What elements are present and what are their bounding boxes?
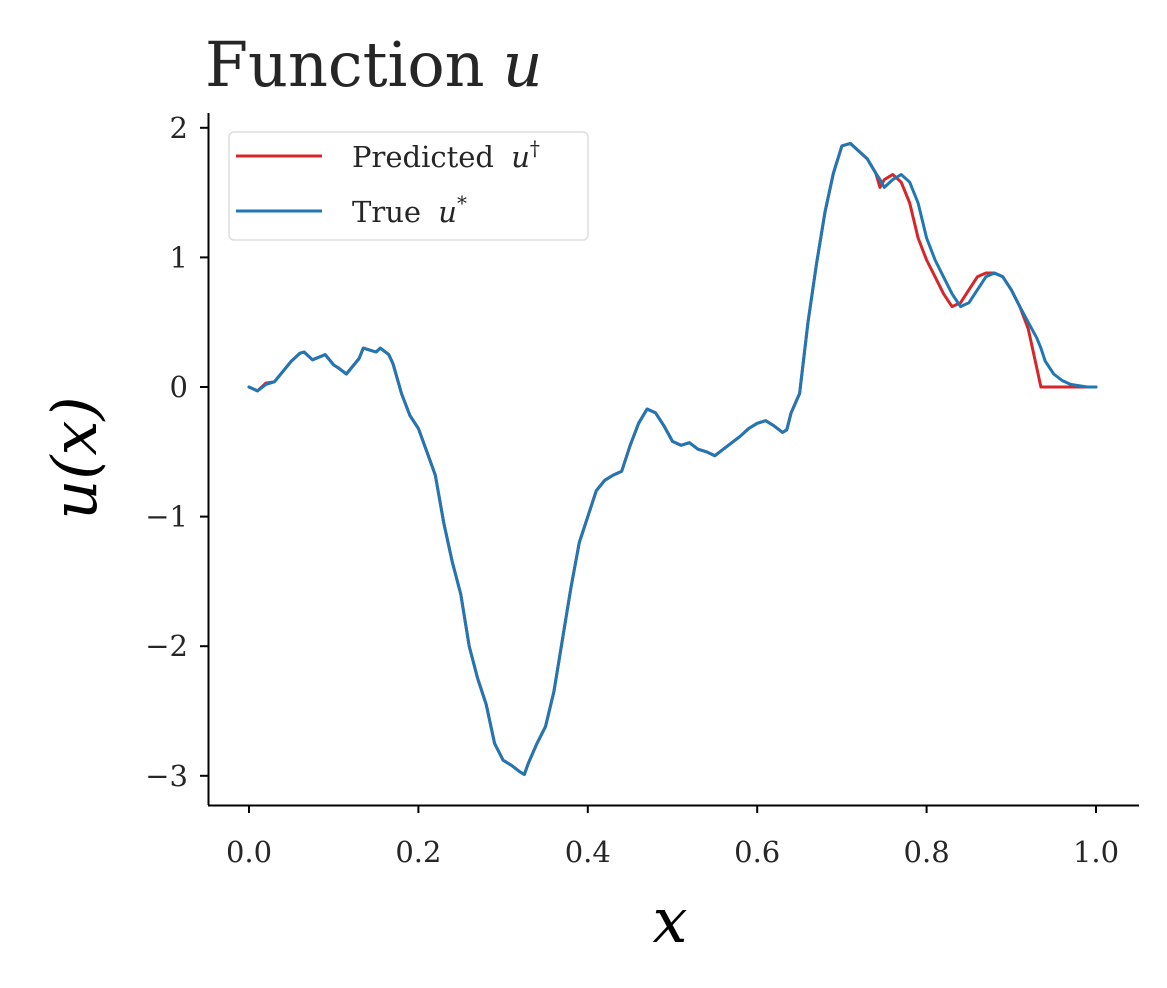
y-tick-label: 2 xyxy=(170,111,188,145)
y-axis-label: u(x) xyxy=(38,396,111,519)
legend-sup-predicted: † xyxy=(530,136,540,160)
legend-var-predicted: u xyxy=(511,140,530,174)
y-tick-label: 1 xyxy=(170,240,188,274)
x-tick-label: 0.4 xyxy=(565,835,611,869)
legend-box xyxy=(228,131,589,241)
x-ticks: 0.0 0.2 0.4 0.6 0.8 1.0 xyxy=(226,805,1119,869)
legend: Predicted u† True u* xyxy=(228,131,589,241)
y-ticks: −3 −2 −1 0 1 2 xyxy=(145,111,208,793)
x-axis-label: x xyxy=(653,884,688,957)
legend-var-true: u xyxy=(438,195,457,229)
y-tick-label: −2 xyxy=(145,629,188,663)
y-tick-label: −1 xyxy=(145,500,188,534)
chart-title: Function u xyxy=(205,28,543,101)
y-tick-label: −3 xyxy=(145,759,188,793)
legend-label-predicted: Predicted xyxy=(352,140,503,174)
series-group xyxy=(247,141,1098,776)
legend-label-true: True xyxy=(352,195,430,229)
x-tick-label: 1.0 xyxy=(1073,835,1119,869)
series-line-true xyxy=(247,141,1098,776)
y-tick-label: 0 xyxy=(170,370,188,404)
x-tick-label: 0.0 xyxy=(226,835,272,869)
x-tick-label: 0.8 xyxy=(904,835,950,869)
legend-entry-predicted: Predicted u† xyxy=(352,136,540,174)
x-tick-label: 0.6 xyxy=(734,835,780,869)
legend-sup-true: * xyxy=(457,191,467,215)
chart-title-variable: u xyxy=(503,28,543,101)
x-tick-label: 0.2 xyxy=(395,835,441,869)
legend-entry-true: True u* xyxy=(352,191,467,229)
chart-title-text: Function xyxy=(205,28,485,101)
